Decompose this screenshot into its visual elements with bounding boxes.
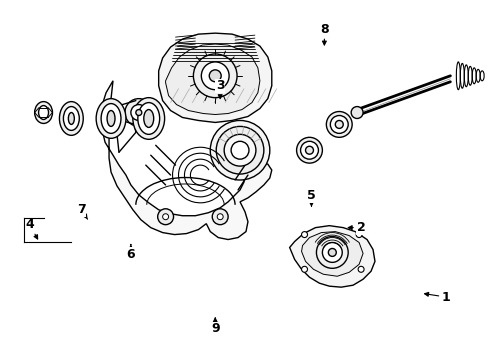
Circle shape [157,209,173,225]
Ellipse shape [216,126,264,174]
Ellipse shape [35,102,52,123]
Circle shape [355,231,361,238]
Ellipse shape [143,109,153,127]
Circle shape [357,266,364,272]
Circle shape [322,243,342,262]
Ellipse shape [107,111,115,126]
Text: 5: 5 [306,189,315,206]
Ellipse shape [335,121,343,129]
Ellipse shape [133,98,164,139]
Ellipse shape [224,134,255,166]
Ellipse shape [68,113,74,125]
Polygon shape [301,231,362,276]
Circle shape [327,248,336,256]
Ellipse shape [231,141,248,159]
Text: 1: 1 [424,291,450,303]
Ellipse shape [60,102,83,135]
Ellipse shape [39,105,48,120]
Ellipse shape [300,141,318,159]
Ellipse shape [330,116,347,133]
Circle shape [212,209,228,225]
Text: 9: 9 [210,318,219,336]
Circle shape [350,107,362,118]
Ellipse shape [325,112,351,137]
Text: 4: 4 [25,218,38,239]
Text: 2: 2 [347,221,365,234]
Circle shape [193,54,237,98]
Text: 7: 7 [77,203,87,219]
Polygon shape [101,81,271,239]
Ellipse shape [296,137,322,163]
Ellipse shape [96,99,126,138]
Circle shape [301,266,307,272]
Polygon shape [158,33,271,122]
Circle shape [217,214,223,220]
Circle shape [209,70,221,82]
Circle shape [201,62,229,90]
Circle shape [301,231,307,238]
Ellipse shape [305,146,313,154]
Ellipse shape [101,104,121,133]
Text: 8: 8 [320,23,328,45]
Circle shape [124,99,152,126]
Text: 3: 3 [215,79,224,99]
Circle shape [163,214,168,220]
Polygon shape [289,226,374,287]
Polygon shape [165,44,259,114]
Ellipse shape [210,121,269,180]
Ellipse shape [138,103,160,134]
Circle shape [316,237,347,268]
Text: 6: 6 [126,244,135,261]
Ellipse shape [63,107,79,130]
Circle shape [131,105,146,121]
Circle shape [136,109,142,116]
